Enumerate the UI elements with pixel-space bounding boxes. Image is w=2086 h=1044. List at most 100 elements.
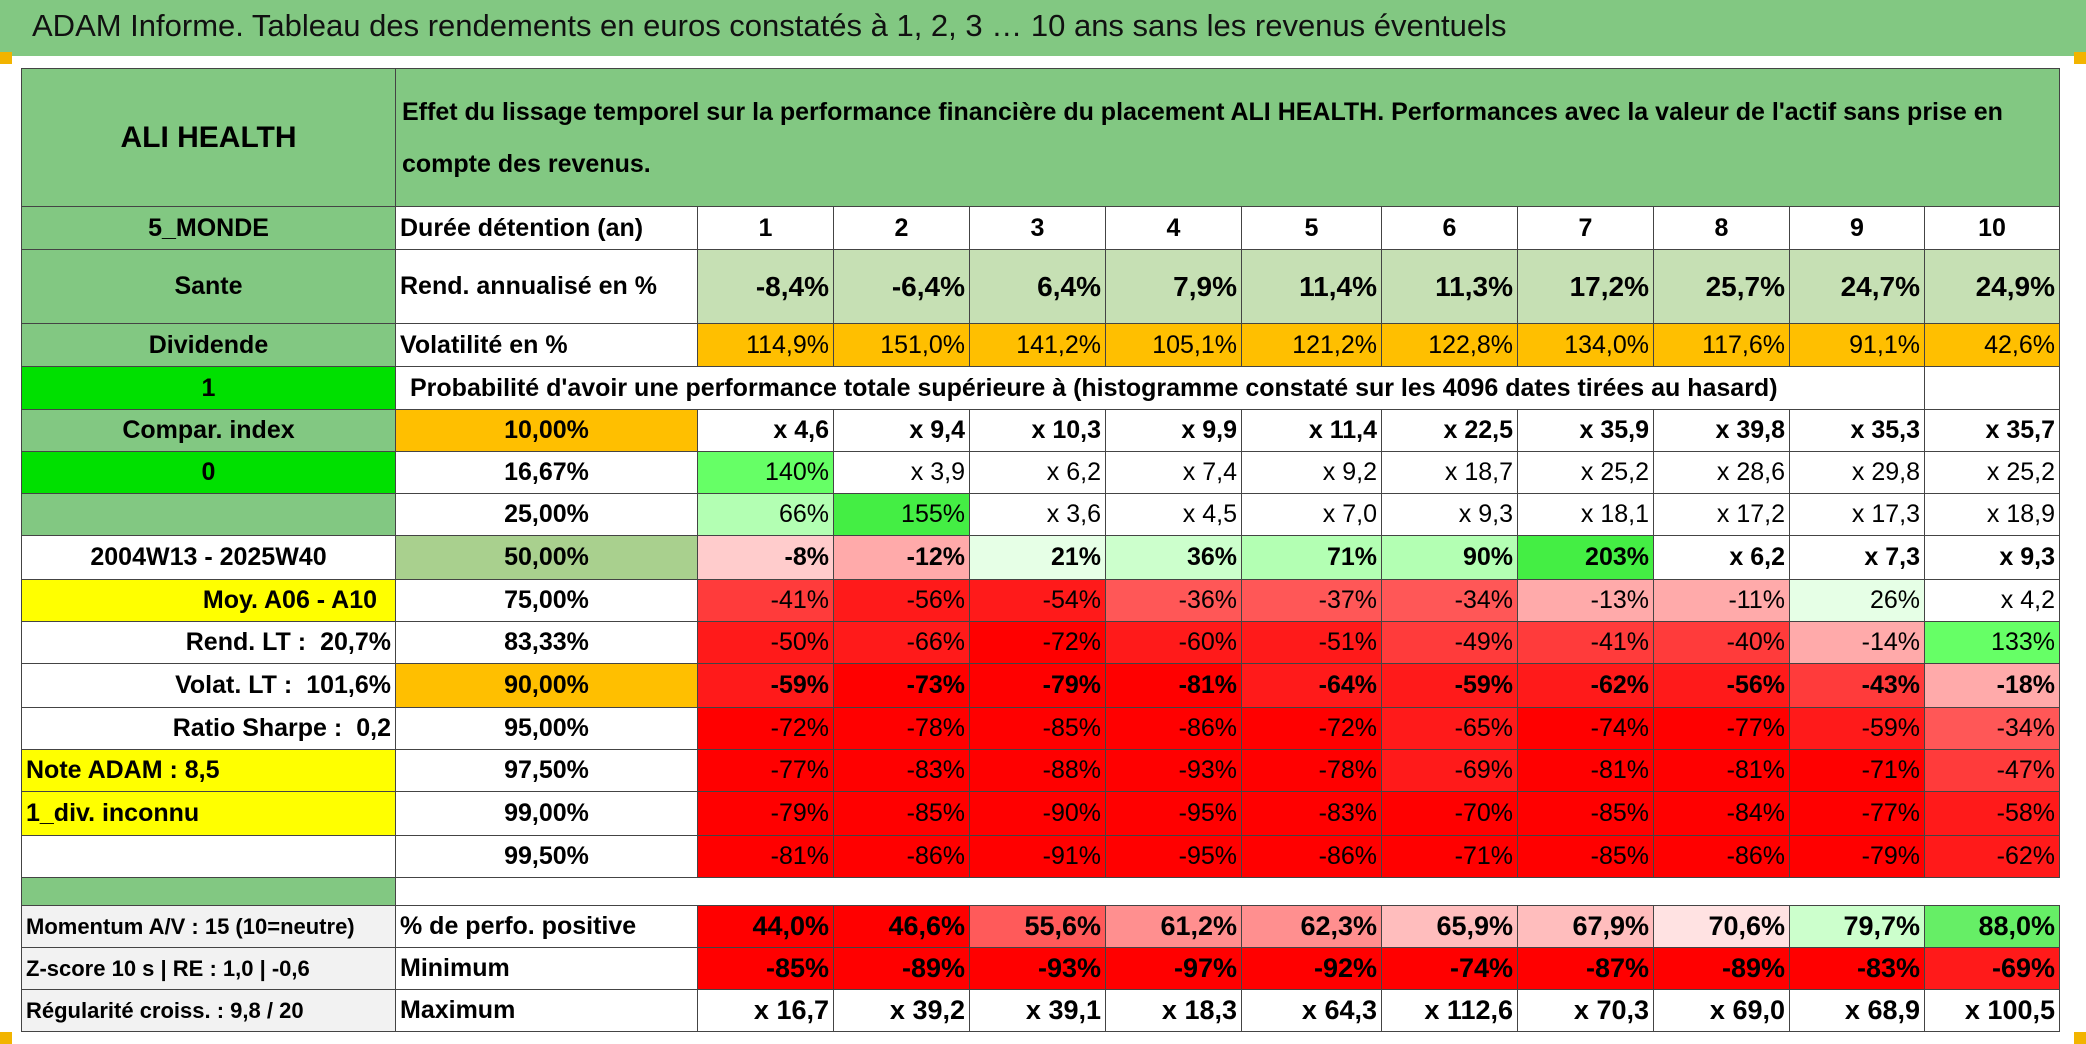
quantile-value: -78% <box>833 707 970 750</box>
summary-value: -89% <box>833 947 970 990</box>
volat-lt-value: 101,6% <box>306 671 391 699</box>
quantile-value: -85% <box>1517 835 1654 878</box>
summary-value: -89% <box>1653 947 1790 990</box>
rend-value: 25,7% <box>1653 249 1790 324</box>
quantile-value: -14% <box>1789 621 1925 664</box>
summary-label: Minimum <box>395 947 698 990</box>
quantile-value: -77% <box>697 749 834 792</box>
quantile-value: 71% <box>1241 535 1382 580</box>
quantile-value: -34% <box>1924 707 2060 750</box>
summary-value: 61,2% <box>1105 905 1242 948</box>
region-label: 5_MONDE <box>21 206 396 250</box>
quantile-value: x 9,4 <box>833 409 970 452</box>
quantile-value: -93% <box>1105 749 1242 792</box>
summary-side-label: Momentum A/V : 15 (10=neutre) <box>21 905 396 948</box>
quantile-value: -95% <box>1105 835 1242 878</box>
summary-value: -87% <box>1517 947 1654 990</box>
quantile-value: x 18,1 <box>1517 493 1654 536</box>
vol-value: 105,1% <box>1105 323 1242 367</box>
quantile-value: -64% <box>1241 663 1382 708</box>
quantile-value: -51% <box>1241 621 1382 664</box>
quantile-value: -37% <box>1241 579 1382 622</box>
quantile-value: -79% <box>697 791 834 836</box>
quantile-value: -54% <box>969 579 1106 622</box>
quantile-value: -79% <box>1789 835 1925 878</box>
quantile-label: 99,50% <box>395 835 698 878</box>
quantile-label: 75,00% <box>395 579 698 622</box>
quantile-value: x 18,9 <box>1924 493 2060 536</box>
quantile-value: 36% <box>1105 535 1242 580</box>
quantile-value: x 7,0 <box>1241 493 1382 536</box>
indicator-one: 1 <box>21 366 396 410</box>
quantile-value: -59% <box>1789 707 1925 750</box>
quantile-value: x 35,9 <box>1517 409 1654 452</box>
rend-value: 11,4% <box>1241 249 1382 324</box>
summary-value: 62,3% <box>1241 905 1382 948</box>
empty-cell <box>21 835 396 878</box>
rend-lt-label: Rend. LT : <box>185 628 307 656</box>
summary-value: x 39,2 <box>833 989 970 1032</box>
vol-value: 114,9% <box>697 323 834 367</box>
sharpe-ratio-value: 0,2 <box>356 714 391 742</box>
quantile-value: -78% <box>1241 749 1382 792</box>
quantile-value: x 6,2 <box>1653 535 1790 580</box>
summary-value: 44,0% <box>697 905 834 948</box>
sharpe-ratio-label: Ratio Sharpe : <box>172 714 343 742</box>
quantile-value: -71% <box>1789 749 1925 792</box>
duration-label: Durée détention (an) <box>395 206 698 250</box>
quantile-value: -86% <box>1105 707 1242 750</box>
volat-lt: Volat. LT : 101,6% <box>21 663 396 708</box>
quantile-label: 95,00% <box>395 707 698 750</box>
rend-lt-value: 20,7% <box>320 628 391 656</box>
rend-value: 6,4% <box>969 249 1106 324</box>
quantile-value: -81% <box>697 835 834 878</box>
quantile-value: -40% <box>1653 621 1790 664</box>
quantile-value: x 7,4 <box>1105 451 1242 494</box>
quantile-value: -70% <box>1381 791 1518 836</box>
quantile-value: -90% <box>969 791 1106 836</box>
quantile-value: -62% <box>1517 663 1654 708</box>
spacer-cell <box>395 877 2060 906</box>
rend-value: 17,2% <box>1517 249 1654 324</box>
quantile-value: -58% <box>1924 791 2060 836</box>
quantile-value: x 29,8 <box>1789 451 1925 494</box>
quantile-value: -81% <box>1653 749 1790 792</box>
summary-value: -74% <box>1381 947 1518 990</box>
rend-value: -6,4% <box>833 249 970 324</box>
empty-cell <box>1924 366 2060 410</box>
vol-value: 121,2% <box>1241 323 1382 367</box>
period-label: 2004W13 - 2025W40 <box>21 535 396 580</box>
vol-value: 141,2% <box>969 323 1106 367</box>
quantile-value: -73% <box>833 663 970 708</box>
rend-label: Rend. annualisé en % <box>395 249 698 324</box>
quantile-value: x 35,7 <box>1924 409 2060 452</box>
quantile-value: -60% <box>1105 621 1242 664</box>
quantile-value: x 17,3 <box>1789 493 1925 536</box>
summary-value: -85% <box>697 947 834 990</box>
quantile-value: -72% <box>1241 707 1382 750</box>
quantile-value: -41% <box>697 579 834 622</box>
summary-value: x 70,3 <box>1517 989 1654 1032</box>
quantile-value: x 9,2 <box>1241 451 1382 494</box>
quantile-value: -69% <box>1381 749 1518 792</box>
summary-value: 65,9% <box>1381 905 1518 948</box>
compar-index-label: Compar. index <box>21 409 396 452</box>
page-title: ADAM Informe. Tableau des rendements en … <box>32 8 1507 43</box>
quantile-value: -77% <box>1789 791 1925 836</box>
summary-value: x 68,9 <box>1789 989 1925 1032</box>
quantile-value: x 25,2 <box>1517 451 1654 494</box>
year-header: 7 <box>1517 206 1654 250</box>
indicator-zero: 0 <box>21 451 396 494</box>
summary-value: 55,6% <box>969 905 1106 948</box>
quantile-value: x 9,3 <box>1381 493 1518 536</box>
quantile-value: -65% <box>1381 707 1518 750</box>
quantile-value: -74% <box>1517 707 1654 750</box>
quantile-value: x 25,2 <box>1924 451 2060 494</box>
summary-value: x 69,0 <box>1653 989 1790 1032</box>
quantile-value: -79% <box>969 663 1106 708</box>
quantile-value: 155% <box>833 493 970 536</box>
quantile-value: -18% <box>1924 663 2060 708</box>
quantile-value: -77% <box>1653 707 1790 750</box>
quantile-value: -95% <box>1105 791 1242 836</box>
year-header: 3 <box>969 206 1106 250</box>
